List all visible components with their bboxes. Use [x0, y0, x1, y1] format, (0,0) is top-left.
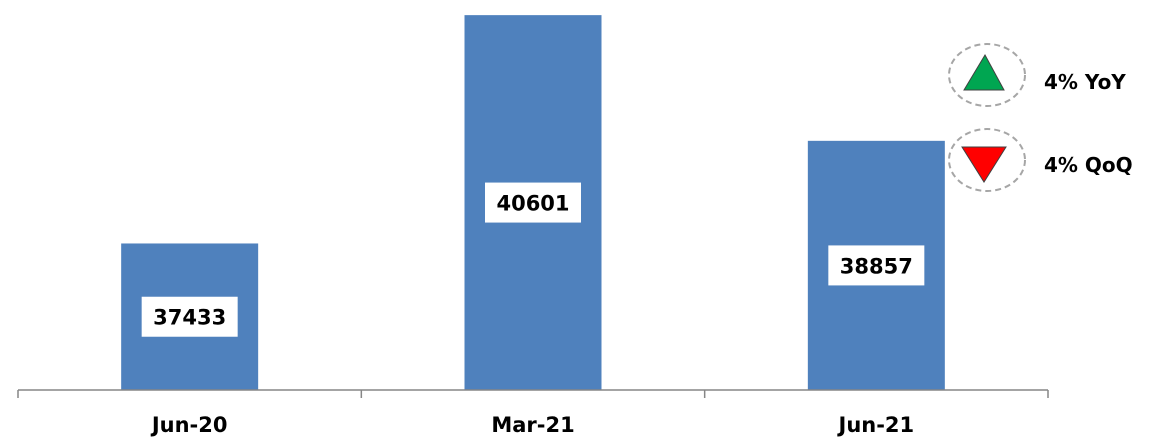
data-label-box [485, 182, 581, 223]
data-label-box [828, 245, 925, 286]
callout-qoq: 4% QoQ [948, 128, 1133, 192]
callout-yoy: 4% YoY [948, 43, 1126, 107]
bars-group: 37433 40601 38857 [121, 15, 945, 391]
triangle-down-icon [961, 146, 1007, 183]
callout-qoq-label: 4% QoQ [1044, 153, 1133, 177]
x-tick-label: Mar-21 [491, 413, 574, 437]
x-tick-label: Jun-20 [150, 413, 228, 437]
triangle-up-icon [963, 53, 1005, 91]
data-label: 40601 [496, 192, 569, 216]
callout-qoq-circle [948, 128, 1026, 192]
data-label-box [141, 296, 238, 337]
callout-yoy-label: 4% YoY [1044, 70, 1126, 94]
x-axis [17, 389, 1049, 398]
data-label: 37433 [153, 306, 226, 330]
data-label: 38857 [840, 254, 913, 278]
callout-yoy-circle [948, 43, 1026, 107]
x-tick-label: Jun-21 [837, 413, 915, 437]
x-tick-labels: Jun-20 Mar-21 Jun-21 [150, 413, 914, 437]
